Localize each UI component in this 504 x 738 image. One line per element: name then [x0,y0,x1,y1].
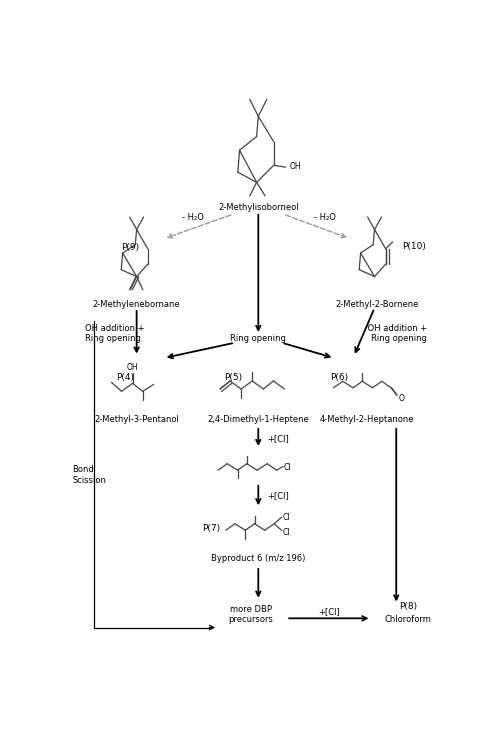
Text: +[Cl]: +[Cl] [318,607,340,616]
Text: OH addition +
Ring opening: OH addition + Ring opening [85,324,144,343]
Text: P(6): P(6) [331,373,348,382]
Text: P(4): P(4) [116,373,134,382]
Text: O: O [399,394,404,404]
Text: Byproduct 6 (m/z 196): Byproduct 6 (m/z 196) [211,554,305,563]
Text: 2-Methyl-3-Pentanol: 2-Methyl-3-Pentanol [94,415,179,424]
Text: 2-Methylisoborneol: 2-Methylisoborneol [218,204,298,213]
Text: OH: OH [127,363,139,372]
Text: Ring opening: Ring opening [230,334,286,343]
Text: Cl: Cl [282,513,290,522]
Text: P(10): P(10) [403,242,426,251]
Text: 2-Methyl-2-Bornene: 2-Methyl-2-Bornene [335,300,418,308]
Text: - H₂O: - H₂O [314,213,336,221]
Text: P(9): P(9) [121,244,139,252]
Text: P(5): P(5) [224,373,242,382]
Text: 4-Methyl-2-Heptanone: 4-Methyl-2-Heptanone [320,415,414,424]
Text: +[Cl]: +[Cl] [268,492,289,500]
Text: Bond
Scission: Bond Scission [72,466,106,485]
Text: - H₂O: - H₂O [182,213,204,221]
Text: OH: OH [290,162,301,170]
Text: P(8): P(8) [399,602,417,611]
Text: Cl: Cl [282,528,290,537]
Text: Cl: Cl [284,463,291,472]
Text: +[Cl]: +[Cl] [268,434,289,443]
Text: 2,4-Dimethyl-1-Heptene: 2,4-Dimethyl-1-Heptene [208,415,309,424]
Text: Chloroform: Chloroform [385,615,431,624]
Text: 2-Methylenebornane: 2-Methylenebornane [93,300,180,308]
Text: P(7): P(7) [203,525,221,534]
Text: ·OH addition +
Ring opening: ·OH addition + Ring opening [365,324,427,343]
Text: more DBP
precursors: more DBP precursors [228,604,273,624]
